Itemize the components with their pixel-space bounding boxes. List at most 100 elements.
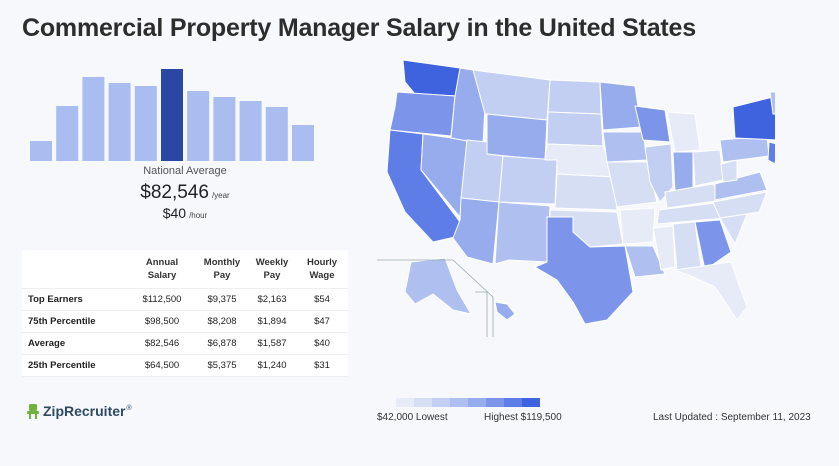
hourly-wage: $40	[162, 205, 187, 221]
table-cell: $112,500	[128, 288, 196, 311]
state-nd	[547, 79, 602, 115]
table-row: Average $82,546 $6,878 $1,587 $40	[22, 332, 348, 355]
inset-divider-2	[475, 291, 488, 337]
histogram-bar	[82, 77, 105, 161]
state-in	[672, 151, 694, 193]
state-nj	[767, 141, 775, 165]
state-mt	[472, 69, 551, 121]
state-wa	[402, 59, 461, 97]
ziprecruiter-logo: ZipRecruiter ®	[26, 403, 132, 419]
state-tx	[534, 216, 634, 325]
table-header: Annual Salary	[128, 250, 196, 289]
state-nc	[712, 191, 768, 219]
table-cell: $54	[296, 288, 348, 311]
state-fl	[674, 261, 748, 321]
state-mo	[606, 161, 658, 208]
state-co	[498, 155, 558, 205]
table-cell: $64,500	[128, 354, 196, 377]
state-ar	[619, 207, 656, 245]
table-cell: $2,163	[248, 288, 296, 311]
salary-histogram	[30, 69, 314, 161]
legend-swatch	[414, 398, 432, 407]
histogram-bar	[265, 107, 288, 161]
table-cell: $1,587	[248, 332, 296, 355]
registered-mark: ®	[126, 404, 132, 412]
table-cell: $82,546	[128, 332, 196, 355]
state-pa	[719, 135, 770, 163]
histogram-bar	[239, 101, 262, 161]
table-cell: $40	[296, 332, 348, 355]
table-cell: $5,375	[196, 354, 248, 377]
state-or	[389, 91, 456, 137]
table-cell: $31	[296, 354, 348, 377]
legend-swatch	[450, 398, 468, 407]
table-cell: $6,878	[196, 332, 248, 355]
inset-divider	[377, 259, 494, 337]
table-row: 25th Percentile $64,500 $5,375 $1,240 $3…	[22, 354, 348, 377]
legend-swatch	[504, 398, 522, 407]
table-row: Top Earners $112,500 $9,375 $2,163 $54	[22, 288, 348, 311]
legend-high-label: Highest $119,500	[484, 412, 562, 423]
table-cell: $47	[296, 310, 348, 333]
state-ia	[602, 131, 648, 163]
table-header-row: Annual Salary Monthly Pay Weekly Pay Hou…	[22, 250, 348, 289]
yearly-unit: /year	[211, 191, 230, 200]
state-oh	[692, 149, 724, 187]
histogram-bar	[213, 97, 236, 161]
table-header: Weekly Pay	[248, 250, 296, 289]
legend-swatch	[432, 398, 450, 407]
legend-swatch	[468, 398, 486, 407]
row-label: Top Earners	[22, 288, 128, 311]
state-sd	[546, 111, 604, 147]
state-va	[714, 171, 768, 201]
table-cell: $1,240	[248, 354, 296, 377]
national-average-yearly: $82,546/year	[0, 182, 370, 204]
histogram-bar	[134, 86, 157, 161]
legend-low-label: $42,000 Lowest	[377, 412, 448, 423]
state-ga	[694, 219, 732, 271]
row-label: 25th Percentile	[22, 354, 128, 377]
table-cell: $1,894	[248, 310, 296, 333]
row-label: Average	[22, 332, 128, 355]
legend-swatch	[522, 398, 540, 407]
state-wi	[634, 105, 671, 143]
table-row: 75th Percentile $98,500 $8,208 $1,894 $4…	[22, 310, 348, 333]
histogram-bar	[30, 141, 52, 161]
state-ny	[732, 96, 775, 141]
national-average-label: National Average	[143, 165, 227, 177]
state-wy	[486, 113, 548, 161]
table-cell: $9,375	[196, 288, 248, 311]
last-updated: Last Updated : September 11, 2023	[653, 412, 811, 423]
state-la	[624, 245, 666, 278]
table-cell: $8,208	[196, 310, 248, 333]
histogram-bar	[187, 91, 210, 161]
histogram-bar	[56, 106, 79, 161]
table-cell: $98,500	[128, 310, 196, 333]
legend-swatch	[396, 398, 414, 407]
state-nm	[494, 201, 551, 265]
state-vt	[769, 91, 775, 115]
histogram-bar	[108, 83, 131, 161]
hourly-unit: /hour	[189, 211, 208, 220]
table-header: Hourly Wage	[296, 250, 348, 289]
state-mi	[666, 111, 701, 153]
histogram-bar	[292, 125, 314, 161]
state-ak	[404, 257, 472, 315]
logo-text: ZipRecruiter	[43, 403, 126, 419]
state-hi	[494, 301, 516, 321]
histogram-bar-average	[161, 69, 183, 161]
salary-table: Annual Salary Monthly Pay Weekly Pay Hou…	[22, 250, 348, 377]
national-average-hourly: $40/hour	[0, 205, 370, 223]
row-label: 75th Percentile	[22, 310, 128, 333]
us-salary-map	[377, 59, 775, 337]
state-wv	[720, 159, 738, 183]
chair-icon	[27, 404, 39, 419]
state-ks	[554, 173, 618, 211]
legend-swatch	[486, 398, 504, 407]
table-header: Monthly Pay	[196, 250, 248, 289]
color-scale-legend	[396, 398, 540, 407]
page-title: Commercial Property Manager Salary in th…	[22, 14, 696, 42]
yearly-salary: $82,546	[140, 182, 209, 203]
state-ms	[652, 225, 676, 271]
table-header	[22, 250, 128, 289]
